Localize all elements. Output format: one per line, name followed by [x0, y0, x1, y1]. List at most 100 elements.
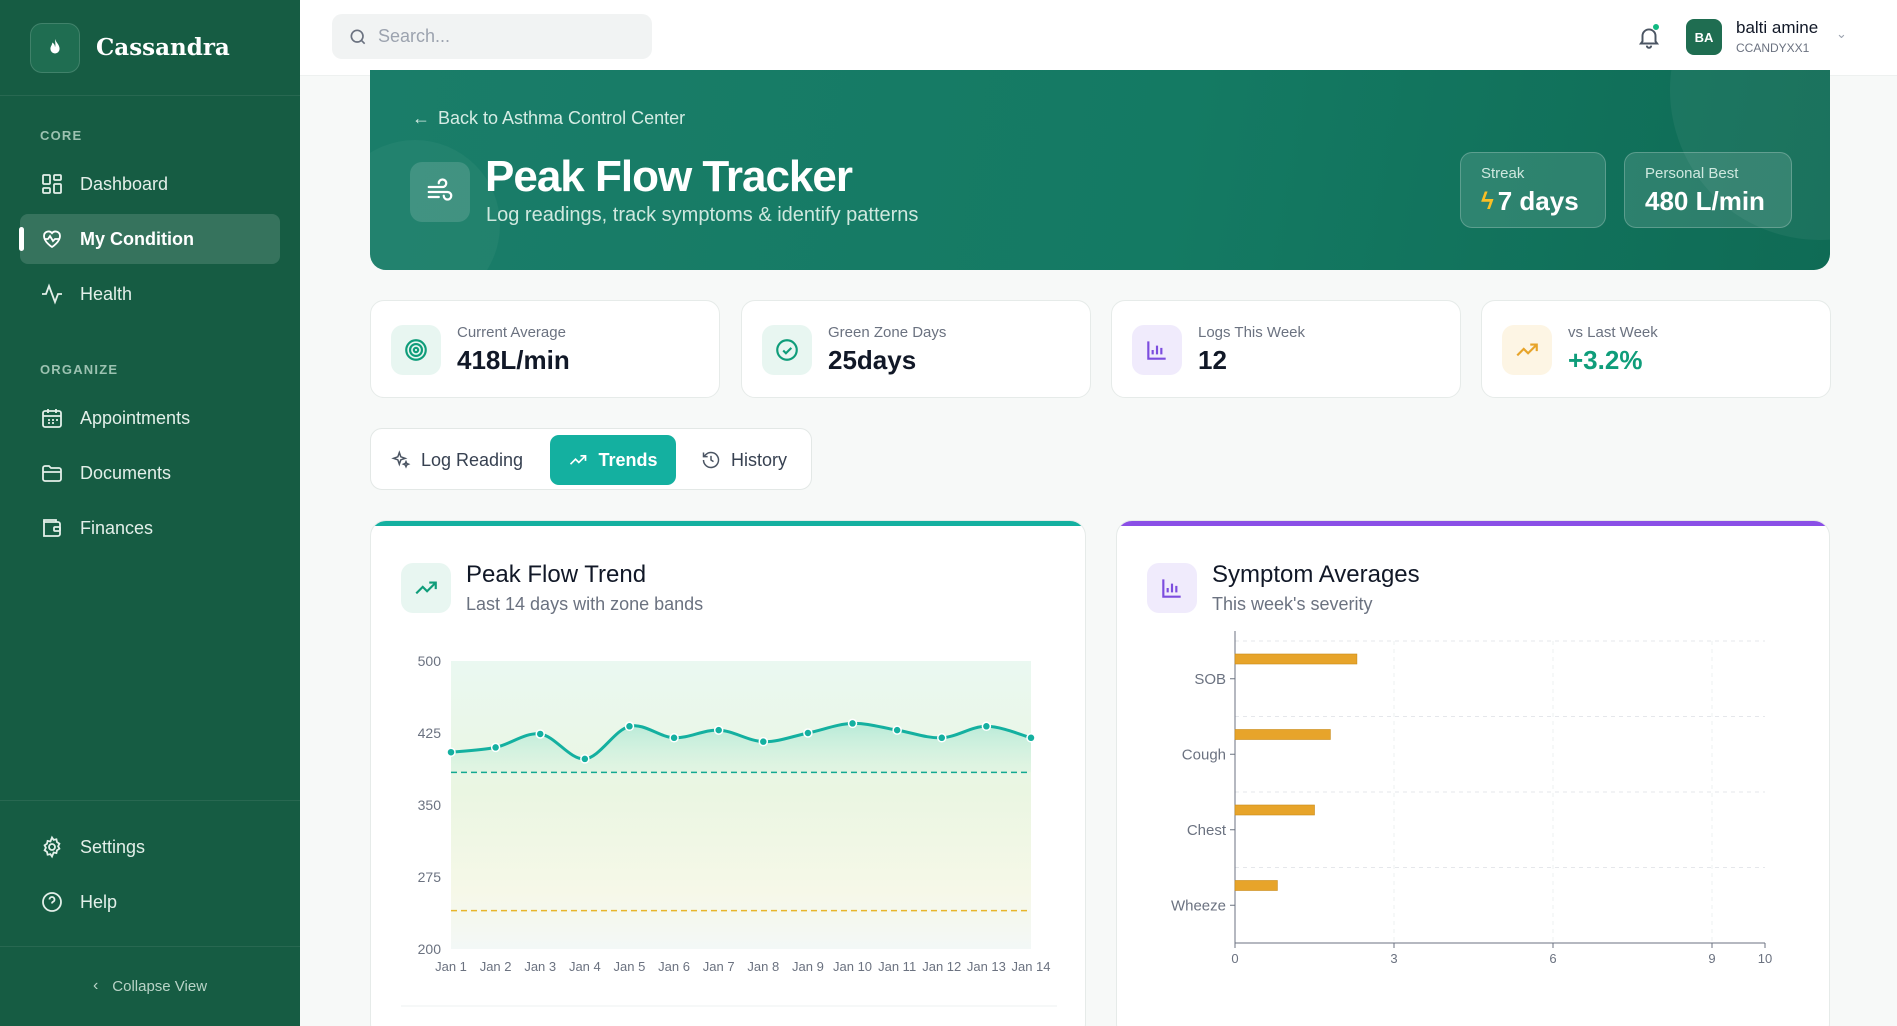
avatar[interactable]: BA: [1686, 19, 1722, 55]
streak-value: 7 days: [1497, 186, 1579, 216]
x-tick-label: Jan 11: [878, 959, 916, 974]
tab-log-reading[interactable]: Log Reading: [377, 435, 537, 485]
trending-up-icon: [570, 455, 587, 465]
user-id: CCANDYXX1: [1736, 41, 1810, 55]
calendar-icon: [42, 409, 62, 428]
x-tick-label: Jan 3: [524, 959, 556, 974]
user-name[interactable]: balti amine: [1736, 18, 1819, 37]
data-point: [1026, 733, 1036, 743]
personal-best-label: Personal Best: [1645, 165, 1739, 182]
kpi-label: Green Zone Days: [828, 324, 947, 341]
sidebar: Cassandra CORE Dashboard My Condition He…: [0, 0, 300, 1026]
wallet-icon: [43, 519, 61, 537]
y-tick-label: 500: [418, 653, 442, 669]
zone-background: [451, 661, 1031, 949]
wind-icon: [410, 162, 470, 222]
x-tick-label: Jan 9: [792, 959, 824, 974]
sidebar-item-label: Appointments: [80, 407, 191, 428]
notification-dot: [1652, 23, 1660, 31]
search-input[interactable]: [378, 26, 638, 47]
brand[interactable]: Cassandra: [0, 0, 300, 96]
data-point: [892, 725, 902, 735]
kpi-value: +3.2%: [1568, 345, 1643, 375]
sidebar-item-my-condition[interactable]: My Condition: [19, 214, 280, 264]
flame-icon: [30, 22, 80, 73]
bar-cough: [1234, 729, 1331, 740]
bar-chest: [1234, 804, 1315, 816]
chevron-down-icon[interactable]: ⌄: [1836, 26, 1847, 41]
section-label-organize: ORGANIZE: [40, 362, 119, 377]
kpi-label: Current Average: [457, 324, 566, 341]
streak-label: Streak: [1481, 165, 1525, 182]
tab-history[interactable]: History: [684, 435, 804, 485]
collapse-label: Collapse View: [112, 977, 208, 995]
card-title: Peak Flow Trend: [466, 561, 647, 588]
kpi-value: 12: [1198, 345, 1227, 375]
sidebar-item-label: Finances: [80, 517, 154, 538]
sidebar-divider: [0, 946, 300, 947]
x-tick-label: 9: [1708, 951, 1715, 966]
kpi-card-vs-last-week: vs Last Week +3.2%: [1481, 300, 1831, 398]
x-tick-label: Jan 4: [569, 959, 601, 974]
data-point: [713, 725, 724, 735]
arrow-left-icon: ←: [412, 108, 430, 128]
help-icon: [42, 892, 62, 912]
kpi-card-current-average: Current Average 418L/min: [370, 300, 720, 398]
y-tick-label: 275: [418, 869, 442, 885]
y-tick-label: 425: [418, 725, 442, 741]
x-tick-label: Jan 10: [833, 959, 872, 974]
y-tick-label: 350: [418, 797, 442, 813]
heart-pulse-icon: [43, 230, 61, 249]
sidebar-item-label: My Condition: [80, 228, 194, 249]
personal-best-card: Personal Best 480 L/min: [1624, 152, 1792, 228]
bar-chart-icon: [1132, 325, 1182, 375]
sidebar-item-dashboard[interactable]: Dashboard: [20, 159, 280, 209]
search-icon: [350, 29, 366, 44]
gear-icon: [43, 835, 61, 859]
trending-up-icon: [401, 563, 451, 613]
personal-best-value: 480 L/min: [1645, 186, 1765, 216]
x-tick-label: Jan 14: [1011, 959, 1050, 974]
bar-chart-icon: [1147, 563, 1197, 613]
sidebar-item-appointments[interactable]: Appointments: [20, 393, 280, 443]
sidebar-item-label: Settings: [80, 836, 146, 857]
topbar: BA balti amine CCANDYXX1 ⌄: [300, 0, 1897, 76]
tab-trends[interactable]: Trends: [550, 435, 676, 485]
kpi-value: 25days: [828, 345, 917, 375]
x-tick-label: Jan 6: [658, 959, 690, 974]
y-tick-label: Wheeze: [1171, 897, 1226, 914]
back-link-label: Back to Asthma Control Center: [438, 108, 686, 128]
y-tick-label: 200: [418, 941, 442, 957]
x-tick-label: Jan 2: [480, 959, 512, 974]
x-tick-label: Jan 8: [747, 959, 779, 974]
back-link[interactable]: ← Back to Asthma Control Center: [412, 108, 685, 129]
symptom-bar-chart: SOB Cough Chest Wheeze 0 3 6 9 10: [1171, 631, 1772, 966]
data-point: [981, 721, 992, 732]
target-icon: [391, 325, 441, 375]
data-point: [624, 721, 635, 732]
sidebar-item-documents[interactable]: Documents: [20, 448, 280, 498]
brand-name: Cassandra: [96, 34, 230, 61]
peak-flow-line-chart: 500 425 350 275 200 Jan 1 Jan 2 Jan 3 Jan 4 Jan 5…: [401, 653, 1057, 1007]
chevron-left-icon: ‹: [92, 977, 99, 994]
dashboard-icon: [42, 174, 62, 194]
view-tabs: Log Reading Trends History: [370, 428, 812, 490]
symptom-averages-card: Symptom Averages This week's severity SO…: [1116, 520, 1830, 1026]
search-box[interactable]: [332, 14, 652, 59]
data-point: [803, 728, 813, 738]
section-label-core: CORE: [40, 128, 83, 143]
trending-up-icon: [1502, 325, 1552, 375]
bar-sob: [1234, 653, 1358, 665]
card-subtitle: Last 14 days with zone bands: [466, 594, 704, 614]
sidebar-item-health[interactable]: Health: [20, 269, 280, 319]
activity-icon: [42, 283, 62, 305]
data-point: [535, 729, 545, 739]
x-tick-label: Jan 13: [967, 959, 1006, 974]
sidebar-item-help[interactable]: Help: [20, 877, 280, 927]
tab-label: Trends: [598, 449, 658, 470]
bell-icon[interactable]: [1636, 24, 1662, 50]
sidebar-item-finances[interactable]: Finances: [20, 503, 280, 553]
collapse-view-button[interactable]: ‹ Collapse View: [0, 946, 300, 1026]
data-point: [758, 736, 769, 747]
sidebar-item-settings[interactable]: Settings: [20, 822, 280, 872]
